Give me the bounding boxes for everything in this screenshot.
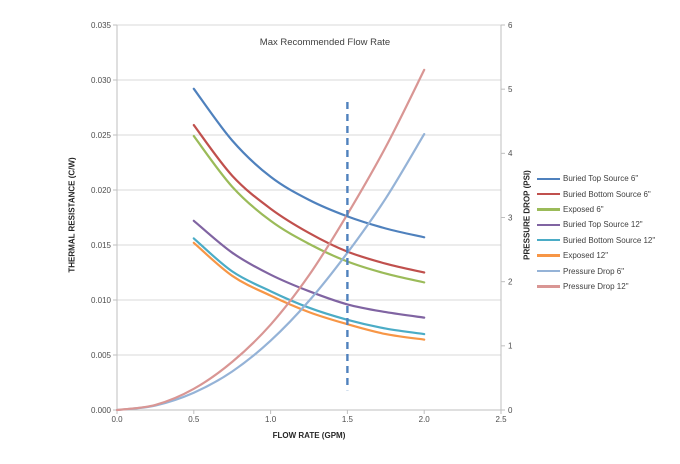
legend-item: Exposed 6" xyxy=(537,202,655,217)
chart-title: Max Recommended Flow Rate xyxy=(259,37,391,48)
x-axis-tick-label: 0.5 xyxy=(188,415,200,424)
legend-line-marker xyxy=(537,208,560,211)
x-axis-title: FLOW RATE (GPM) xyxy=(272,431,346,440)
legend-line-marker xyxy=(537,269,560,273)
legend-label: Buried Top Source 6" xyxy=(563,174,639,184)
legend-label: Buried Top Source 12" xyxy=(563,220,643,230)
series-line xyxy=(192,241,426,341)
y-axis-tick-label-left: 0.030 xyxy=(91,76,112,85)
legend-item: Exposed 12" xyxy=(537,248,655,263)
legend-label: Buried Bottom Source 12" xyxy=(563,235,656,245)
y-axis-tick-label-right: 1 xyxy=(508,342,513,351)
y-axis-tick-label-left: 0.010 xyxy=(91,296,112,305)
legend-line-marker xyxy=(537,177,560,180)
legend-line-marker xyxy=(537,192,560,196)
legend-item: Buried Top Source 6" xyxy=(537,171,655,186)
x-axis-tick-label: 1.0 xyxy=(265,415,277,424)
y-axis-tick-label-left: 0.005 xyxy=(91,351,112,360)
legend-label: Exposed 6" xyxy=(563,204,604,214)
series-line xyxy=(192,135,426,284)
legend-label: Pressure Drop 6" xyxy=(563,266,625,276)
legend-item: Pressure Drop 6" xyxy=(537,263,655,278)
chart-legend: Buried Top Source 6" Buried Bottom Source… xyxy=(537,171,655,294)
y-axis-tick-label-left: 0.035 xyxy=(91,21,112,30)
y-axis-tick-label-right: 2 xyxy=(508,277,513,286)
series-line xyxy=(192,219,426,319)
series-line xyxy=(192,237,426,336)
y-axis-title-left: THERMAL RESISTANCE (C/W) xyxy=(67,157,77,273)
y-axis-tick-label-right: 5 xyxy=(508,85,513,94)
legend-label: Buried Bottom Source 6" xyxy=(563,189,651,199)
y-axis-tick-label-right: 0 xyxy=(508,406,513,415)
y-axis-tick-label-left: 0.000 xyxy=(91,406,112,415)
series-line xyxy=(115,68,426,412)
legend-line-marker xyxy=(537,285,560,288)
legend-line-marker xyxy=(537,254,560,257)
y-axis-tick-label-right: 4 xyxy=(508,149,513,158)
x-axis-tick-label: 2.0 xyxy=(419,415,431,424)
y-axis-tick-label-right: 6 xyxy=(508,21,513,30)
x-axis-tick-label: 0.0 xyxy=(111,415,123,424)
series-line xyxy=(115,133,426,412)
y-axis-title-right: PRESSURE DROP (PSI) xyxy=(522,170,532,260)
y-axis-tick-label-left: 0.020 xyxy=(91,186,112,195)
legend-line-marker xyxy=(537,239,560,242)
y-axis-tick-label-right: 3 xyxy=(508,213,513,222)
legend-item: Pressure Drop 12" xyxy=(537,279,655,294)
legend-item: Buried Bottom Source 12" xyxy=(537,233,655,248)
legend-label: Exposed 12" xyxy=(563,251,609,261)
x-axis-tick-label: 1.5 xyxy=(342,415,354,424)
x-axis-tick-label: 2.5 xyxy=(495,415,507,424)
legend-label: Pressure Drop 12" xyxy=(563,281,629,291)
y-axis-tick-label-left: 0.015 xyxy=(91,241,112,250)
legend-item: Buried Bottom Source 6" xyxy=(537,186,655,201)
legend-item: Buried Top Source 12" xyxy=(537,217,655,232)
y-axis-tick-label-left: 0.025 xyxy=(91,131,112,140)
series-line xyxy=(192,87,426,239)
legend-line-marker xyxy=(537,223,560,227)
series-line xyxy=(192,124,426,274)
